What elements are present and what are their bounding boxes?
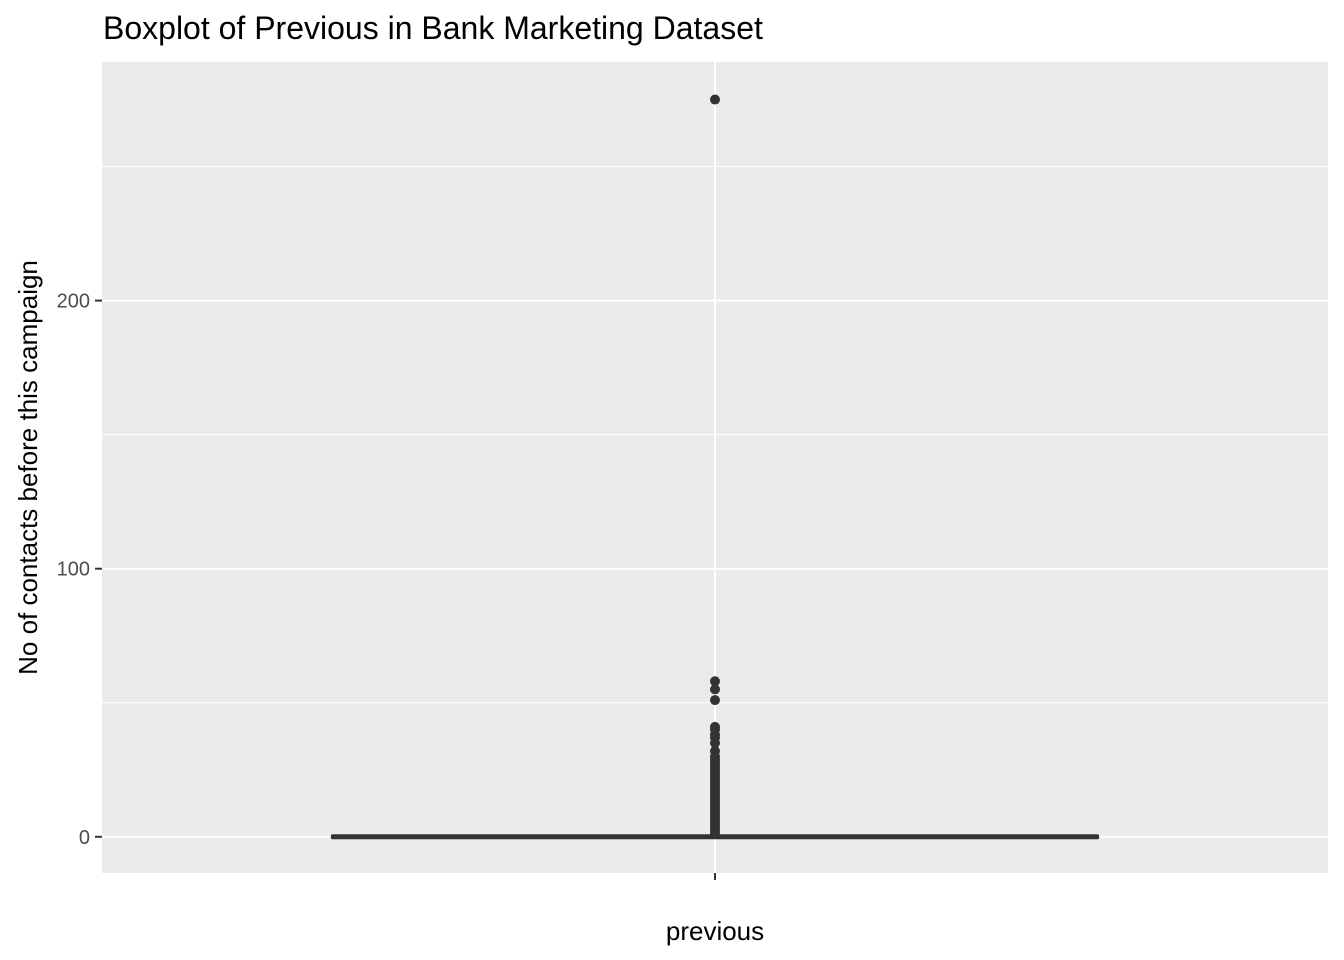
y-axis: 0 100 200 bbox=[57, 291, 102, 849]
outlier-point bbox=[710, 737, 720, 748]
outlier-point bbox=[710, 94, 720, 105]
y-axis-title: No of contacts before this campaign bbox=[13, 260, 43, 675]
x-axis-title: previous bbox=[666, 916, 764, 946]
y-tick-label: 100 bbox=[57, 559, 90, 581]
outlier-points bbox=[710, 94, 720, 840]
y-tick-label: 200 bbox=[57, 291, 90, 313]
y-tick-label: 0 bbox=[79, 827, 90, 849]
outlier-point bbox=[710, 684, 720, 695]
chart-title: Boxplot of Previous in Bank Marketing Da… bbox=[103, 10, 763, 46]
outlier-point bbox=[710, 695, 720, 706]
outlier-point bbox=[710, 676, 720, 687]
outlier-point bbox=[710, 829, 720, 840]
